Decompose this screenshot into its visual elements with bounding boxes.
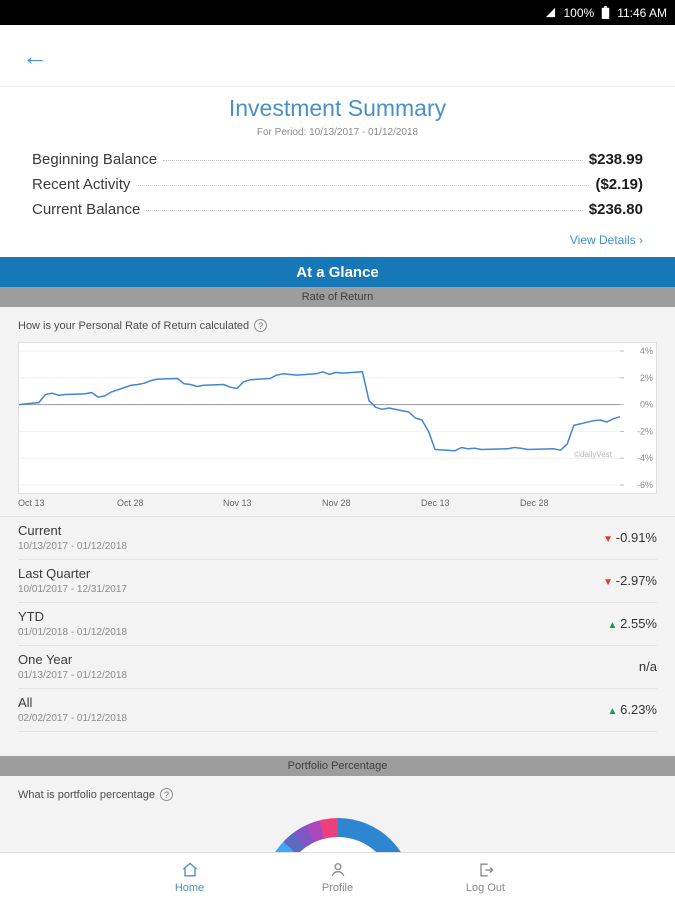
summary-rows: Beginning Balance $238.99 Recent Activity (…	[16, 151, 659, 226]
summary-row: Recent Activity ($2.19)	[32, 176, 643, 201]
donut-hole	[281, 837, 394, 852]
return-period-dates: 01/01/2018 - 01/12/2018	[18, 627, 127, 638]
summary-row-label: Recent Activity	[32, 176, 131, 193]
chart-y-tick: -4%	[637, 453, 653, 463]
nav-label: Log Out	[465, 881, 506, 894]
chart-y-tick: -6%	[637, 480, 653, 490]
return-period-label: Current	[18, 523, 62, 538]
signal-icon	[546, 7, 556, 18]
period-label: For Period: 10/13/2017 - 01/12/2018	[256, 127, 419, 138]
ror-help-line: How is your Personal Rate of Return calc…	[18, 319, 657, 332]
return-row: YTD 01/01/2018 - 01/12/2018 ▲ 2.55%	[18, 603, 657, 646]
return-row: All 02/02/2017 - 01/12/2018 ▲ 6.23%	[18, 689, 657, 732]
return-period-dates: 01/13/2017 - 01/12/2018	[18, 670, 127, 681]
return-period-label: Last Quarter	[18, 566, 91, 581]
back-arrow-icon[interactable]: ←	[22, 40, 48, 71]
nav-item-profile[interactable]: Profile	[264, 860, 412, 894]
battery-icon	[601, 5, 610, 19]
portfolio-help-text: What is portfolio percentage	[18, 788, 155, 801]
chart-watermark: ©dailyVest	[574, 450, 613, 459]
rate-of-return-header: Rate of Return	[0, 287, 675, 307]
summary-row-value: $238.99	[588, 151, 643, 168]
chart-y-tick: -2%	[637, 426, 653, 436]
dotted-leader	[163, 160, 583, 161]
profile-icon	[331, 862, 344, 876]
portfolio-percentage-header: Portfolio Percentage	[0, 756, 675, 776]
chart-y-tick: 2%	[640, 373, 653, 383]
down-triangle-icon: ▼	[603, 534, 616, 545]
nav-item-logout[interactable]: Log Out	[412, 860, 560, 894]
chart-x-label: Nov 13	[223, 498, 252, 508]
battery-percent: 100%	[563, 5, 595, 20]
chart-x-label: Oct 28	[117, 498, 144, 508]
investment-summary-section: Investment Summary For Period: 10/13/201…	[0, 87, 675, 257]
summary-row: Beginning Balance $238.99	[32, 151, 643, 176]
return-period-label: All	[18, 695, 33, 710]
return-period-dates: 02/02/2017 - 01/12/2018	[18, 713, 127, 724]
chart-container: 4% 2% 0% -2% -4% -6% ©dailyVest	[18, 342, 657, 494]
return-row: Last Quarter 10/01/2017 - 12/31/2017 ▼ -2.…	[18, 560, 657, 603]
summary-row-label: Beginning Balance	[32, 151, 158, 168]
nav-label: Home	[174, 881, 205, 894]
return-value: n/a	[638, 659, 657, 674]
return-value: ▼ -0.91%	[603, 530, 657, 545]
return-value: ▼ -2.97%	[603, 573, 657, 588]
dotted-leader	[136, 185, 590, 186]
chart-x-label: Oct 13	[18, 498, 45, 508]
app-bar: ←	[0, 25, 675, 87]
chart-x-axis: Oct 13 Oct 28 Nov 13 Nov 28 Dec 13 Dec 28	[18, 496, 657, 512]
return-row: Current 10/13/2017 - 01/12/2018 ▼ -0.91%	[18, 517, 657, 560]
dotted-leader	[146, 210, 583, 211]
return-period-dates: 10/01/2017 - 12/31/2017	[18, 584, 127, 595]
glance-content: How is your Personal Rate of Return calc…	[0, 307, 675, 852]
return-period-dates: 10/13/2017 - 01/12/2018	[18, 541, 127, 552]
chart-x-label: Nov 28	[322, 498, 351, 508]
return-value: ▲ 6.23%	[607, 702, 657, 717]
chart-x-label: Dec 13	[421, 498, 450, 508]
nav-label: Profile	[321, 881, 354, 894]
bottom-nav: Home Profile Log Out	[0, 852, 675, 900]
chart-y-tick: 0%	[640, 400, 653, 410]
rate-of-return-line	[18, 371, 621, 452]
logout-icon	[479, 863, 494, 876]
summary-row: Current Balance $236.80	[32, 201, 643, 226]
chart-x-label: Dec 28	[520, 498, 549, 508]
ror-help-text: How is your Personal Rate of Return calc…	[18, 319, 250, 332]
summary-row-value: $236.80	[588, 201, 643, 218]
summary-row-value: ($2.19)	[595, 176, 643, 193]
return-value: ▲ 2.55%	[607, 616, 657, 631]
return-period-label: One Year	[18, 652, 73, 667]
view-details-link[interactable]: View Details ›	[569, 233, 643, 247]
at-a-glance-banner: At a Glance	[0, 257, 675, 287]
nav-item-home[interactable]: Home	[116, 860, 264, 894]
status-bar: 100% 11:46 AM	[0, 0, 675, 25]
down-triangle-icon: ▼	[603, 577, 616, 588]
up-triangle-icon: ▲	[607, 620, 621, 631]
return-row: One Year 01/13/2017 - 01/12/2018 n/a	[18, 646, 657, 689]
help-icon[interactable]: ?	[254, 319, 268, 332]
portfolio-help-line: What is portfolio percentage ?	[18, 788, 657, 801]
help-icon[interactable]: ?	[159, 788, 173, 801]
rate-of-return-chart: 4% 2% 0% -2% -4% -6% ©dailyVest	[18, 346, 653, 490]
up-triangle-icon: ▲	[607, 706, 621, 717]
page-title: Investment Summary	[228, 95, 447, 121]
portfolio-donut-chart	[262, 818, 413, 852]
clock: 11:46 AM	[617, 5, 667, 20]
portfolio-donut-wrap	[0, 818, 675, 852]
chart-y-tick: 4%	[640, 346, 653, 356]
home-icon	[182, 861, 197, 876]
summary-row-label: Current Balance	[32, 201, 141, 218]
return-period-label: YTD	[18, 609, 44, 624]
returns-list: Current 10/13/2017 - 01/12/2018 ▼ -0.91% La…	[0, 516, 675, 732]
